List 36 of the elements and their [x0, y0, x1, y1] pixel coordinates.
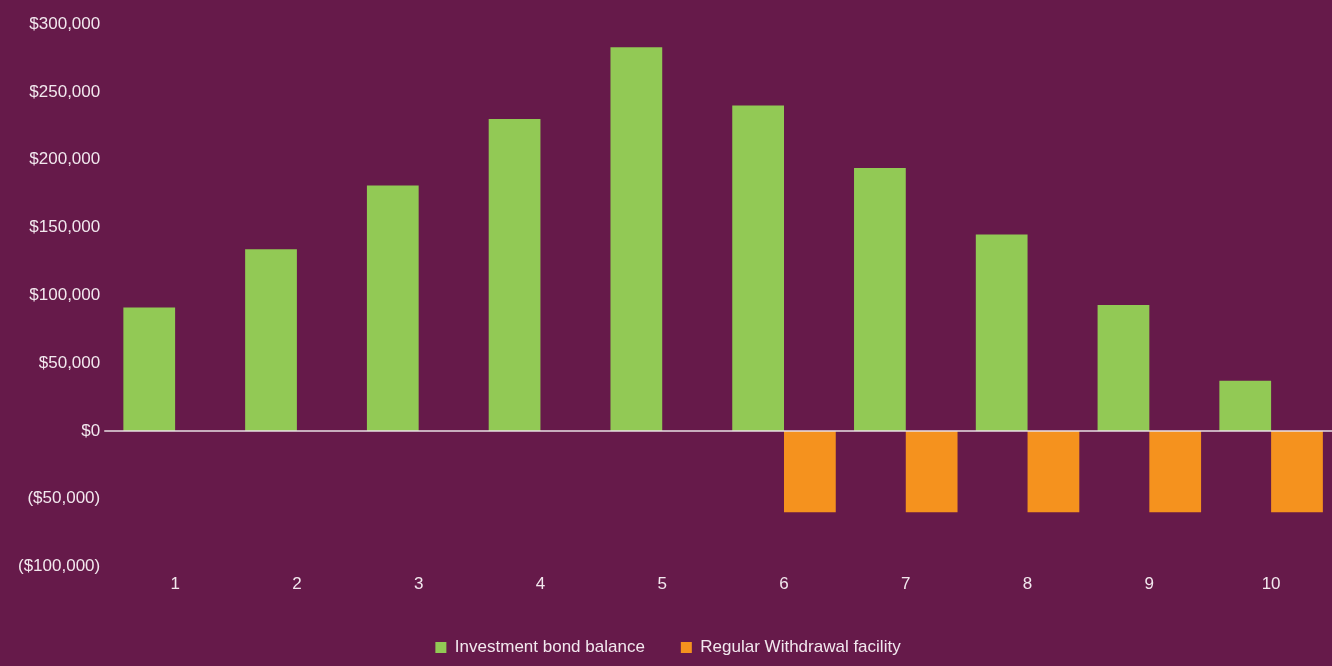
y-tick-label: $100,000 — [29, 285, 101, 305]
y-tick-label: $300,000 — [29, 13, 101, 33]
x-tick-label: 10 — [1261, 574, 1281, 594]
x-tick-label: 3 — [413, 574, 424, 594]
bar — [905, 431, 958, 513]
x-tick-label: 6 — [779, 574, 789, 594]
bar — [366, 185, 419, 431]
bar — [123, 307, 176, 431]
bar — [1219, 380, 1272, 431]
y-tick-label: $200,000 — [29, 149, 101, 169]
y-tick-label: ($50,000) — [27, 488, 101, 508]
bar — [245, 249, 297, 431]
y-tick-label: $0 — [81, 420, 101, 440]
y-tick-label: $50,000 — [38, 352, 101, 372]
bar — [854, 167, 906, 431]
x-tick-label: 1 — [170, 574, 180, 594]
y-tick-label: $250,000 — [29, 81, 101, 101]
bar — [488, 119, 541, 431]
y-tick-label: ($100,000) — [17, 556, 101, 576]
bar — [610, 47, 663, 431]
x-tick-label: 9 — [1144, 574, 1155, 594]
legend-label: Regular Withdrawal facility — [700, 637, 902, 657]
bar — [1149, 431, 1202, 513]
bar — [1027, 431, 1080, 513]
x-tick-label: 5 — [657, 574, 667, 594]
x-tick-label: 4 — [535, 574, 546, 594]
x-tick-label: 8 — [1022, 574, 1033, 594]
legend-label: Investment bond balance — [454, 637, 645, 657]
bar — [1097, 304, 1150, 431]
bar — [1271, 431, 1323, 513]
x-tick-label: 2 — [292, 574, 302, 594]
bar — [784, 431, 836, 513]
y-tick-label: $150,000 — [29, 217, 101, 237]
bar — [975, 234, 1028, 431]
x-tick-label: 7 — [901, 574, 911, 594]
bar — [732, 105, 784, 431]
